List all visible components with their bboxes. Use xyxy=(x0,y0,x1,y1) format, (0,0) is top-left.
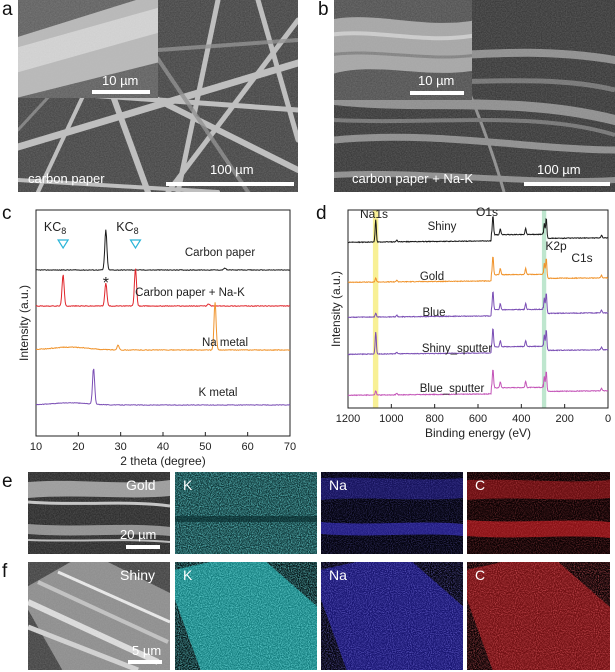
xrd-annotation-kc8: KC8 xyxy=(116,220,138,236)
xps-x-tick-label: 600 xyxy=(469,413,487,425)
xrd-series-label: Carbon paper xyxy=(185,247,255,259)
scale-label-f: 5 µm xyxy=(132,643,162,658)
map-c-shiny: C xyxy=(467,562,610,670)
xrd-chart: 10 20 30 40 50 60 70 2 theta (degree) Intensity … xyxy=(17,209,296,468)
panel-letter-e: e xyxy=(2,471,13,492)
xrd-x-tick-label: 30 xyxy=(115,441,127,453)
xrd-series-label: K metal xyxy=(199,387,238,399)
sem-image-shiny: Shiny 5 µm xyxy=(28,562,170,670)
xrd-annotation-triangle xyxy=(57,239,70,250)
xrd-x-tick-label: 70 xyxy=(284,441,296,453)
xrd-series-label: Carbon paper + Na-K xyxy=(135,287,245,299)
xps-x-tick-label: 0 xyxy=(605,413,611,425)
xrd-y-axis-label: Intensity (a.u.) xyxy=(17,285,31,361)
xps-annotation-label: O1s xyxy=(476,205,498,219)
map-label-na-e: Na xyxy=(329,477,347,493)
caption-a: carbon paper xyxy=(28,171,105,186)
xps-series-line xyxy=(347,216,609,244)
map-na-gold: Na xyxy=(321,472,463,554)
xps-series-line xyxy=(347,291,609,319)
map-k-gold: K xyxy=(175,472,317,554)
sem-image-gold: Gold 20 µm xyxy=(28,472,170,554)
xps-y-axis-label: Intensity (a.u.) xyxy=(329,271,343,347)
panel-letter-d: d xyxy=(316,203,327,224)
xps-series-line xyxy=(347,256,609,284)
sem-image-carbon-paper-nak: 10 µm carbon paper + Na-K 100 µm xyxy=(334,0,615,192)
panel-letter-b: b xyxy=(318,0,329,20)
scale-bar-e xyxy=(126,545,160,549)
panel-letter-f: f xyxy=(2,561,8,582)
caption-b: carbon paper + Na-K xyxy=(352,171,474,186)
scale-bar-f xyxy=(128,660,162,664)
panel-letter-c: c xyxy=(2,203,12,224)
sem-label-shiny: Shiny xyxy=(120,567,156,583)
xps-chart: 1200 1000 800 600 400 200 0 Binding energy (eV)… xyxy=(329,205,611,440)
map-label-na-f: Na xyxy=(329,567,347,583)
xrd-x-tick-label: 40 xyxy=(157,441,169,453)
xps-k2p-band xyxy=(541,210,547,408)
xps-series-label: Gold xyxy=(420,271,444,283)
xps-annotation-label: K2p xyxy=(545,239,567,253)
xps-x-tick-label: 1000 xyxy=(379,413,403,425)
xrd-x-tick-label: 10 xyxy=(30,441,42,453)
xrd-series-line xyxy=(35,268,290,308)
xps-series-label: Shiny xyxy=(428,221,457,233)
scale-bar-a xyxy=(166,182,294,186)
map-label-k-e: K xyxy=(183,477,193,493)
xrd-series-line xyxy=(35,368,291,406)
scale-label-e: 20 µm xyxy=(120,527,157,542)
scale-bar-inset-a xyxy=(92,90,150,94)
sem-label-gold: Gold xyxy=(126,477,156,493)
xrd-x-tick-label: 20 xyxy=(72,441,84,453)
xrd-x-tick-label: 60 xyxy=(242,441,254,453)
xps-x-axis-label: Binding energy (eV) xyxy=(425,426,531,440)
map-c-gold: C xyxy=(467,472,610,554)
xrd-series-line xyxy=(36,302,291,352)
scale-label-inset-a: 10 µm xyxy=(102,73,139,88)
xps-annotation-label: C1s xyxy=(571,251,592,265)
map-label-c-f: C xyxy=(475,567,486,583)
map-label-c-e: C xyxy=(475,477,486,493)
xps-x-tick-label: 800 xyxy=(425,413,443,425)
xps-na1s-band xyxy=(372,210,379,408)
panel-letter-a: a xyxy=(2,0,13,20)
xrd-plot-frame xyxy=(35,209,291,437)
xps-series-label: Blue_sputter xyxy=(420,383,485,395)
xps-x-tick-label: 400 xyxy=(512,413,530,425)
xrd-annotation-triangle xyxy=(129,239,142,250)
xrd-x-axis-label: 2 theta (degree) xyxy=(120,454,205,468)
scale-bar-b xyxy=(524,182,610,186)
sem-image-carbon-paper: 10 µm carbon paper 100 µm xyxy=(18,0,298,192)
map-na-shiny: Na xyxy=(321,562,463,670)
map-label-k-f: K xyxy=(183,567,193,583)
xrd-annotation-star: * xyxy=(103,275,109,292)
map-k-shiny: K xyxy=(175,562,317,670)
scale-label-inset-b: 10 µm xyxy=(418,73,455,88)
xps-series-label: Blue xyxy=(422,307,445,319)
xps-plot-frame xyxy=(347,209,609,409)
xps-series-line xyxy=(347,369,609,397)
xrd-x-tick-label: 50 xyxy=(199,441,211,453)
xps-series-label: Shiny_sputter xyxy=(422,343,492,355)
sem-inset-b: 10 µm xyxy=(334,0,472,100)
scale-label-b: 100 µm xyxy=(537,162,581,177)
scale-label-a: 100 µm xyxy=(210,162,254,177)
xrd-series-line xyxy=(36,229,291,271)
sem-inset-a: 10 µm xyxy=(18,0,158,98)
xps-series-line xyxy=(347,328,609,356)
xps-x-tick-label: 200 xyxy=(555,413,573,425)
xrd-series-label: Na metal xyxy=(202,337,248,349)
scale-bar-inset-b xyxy=(410,91,464,95)
xps-x-tick-label: 1200 xyxy=(336,413,360,425)
xrd-annotation-kc8: KC8 xyxy=(44,220,66,236)
xps-annotation-label: Na1s xyxy=(360,207,388,221)
